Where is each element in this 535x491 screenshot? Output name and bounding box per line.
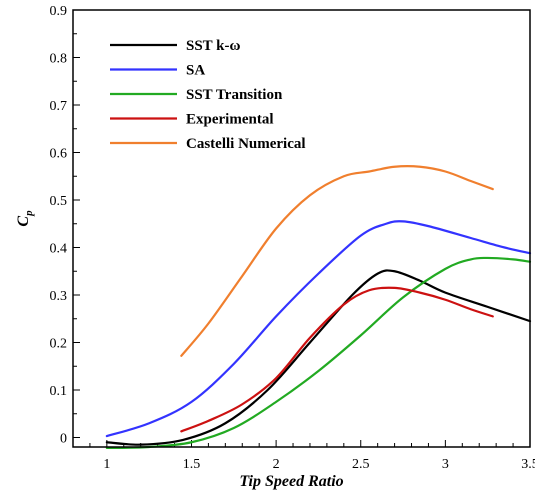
labels-layer: 1 1.5 2 2.5 3 3.5 0 0.1 0.2 0.3 0.4 0.5 0.6 0.7 0.8 0.9 [50, 4, 535, 472]
series-line-experimental [180, 286, 494, 433]
y-axis-title-subscript: p [23, 210, 35, 217]
y-tick-label: 0 [60, 432, 67, 447]
y-tick-label: 0.9 [50, 4, 68, 19]
plot-frame [72, 9, 531, 448]
legend-label-castelli-numerical: Castelli Numerical [186, 136, 306, 152]
x-axis-title: Tip Speed Ratio [239, 473, 343, 490]
x-tick-label: 2.5 [352, 457, 370, 472]
series-layer [105, 165, 532, 450]
series-line-sst-transition [105, 256, 532, 450]
legend-label-sst-k: SST k-ω [186, 38, 241, 54]
x-tick-label: 1 [103, 457, 110, 472]
x-tick-label: 3 [442, 457, 449, 472]
y-tick-label: 0.3 [50, 289, 68, 304]
y-tick-label: 0.6 [50, 147, 68, 162]
x-tick-label: 1.5 [183, 457, 201, 472]
series-line-sa [105, 220, 532, 438]
legend: SST k-ω SA SST Transition Experimental Caste… [110, 38, 306, 152]
y-tick-label: 0.2 [50, 337, 68, 352]
y-tick-label: 0.8 [50, 52, 68, 67]
y-tick-label: 0.1 [50, 384, 68, 399]
x-tick-label: 3.5 [521, 457, 535, 472]
y-axis-title-main: C [15, 216, 32, 227]
x-tick-label: 2 [273, 457, 280, 472]
ticks-layer [73, 9, 531, 447]
series-line-castelli-numerical [180, 165, 494, 357]
y-axis-title: Cp [15, 210, 35, 227]
legend-label-sst-transition: SST Transition [186, 87, 283, 103]
legend-label-sa: SA [186, 63, 205, 79]
series-line-sst-k [105, 269, 532, 446]
y-tick-label: 0.4 [50, 242, 68, 257]
y-tick-label: 0.5 [50, 194, 68, 209]
legend-label-experimental: Experimental [186, 112, 274, 128]
y-tick-label: 0.7 [50, 99, 68, 114]
